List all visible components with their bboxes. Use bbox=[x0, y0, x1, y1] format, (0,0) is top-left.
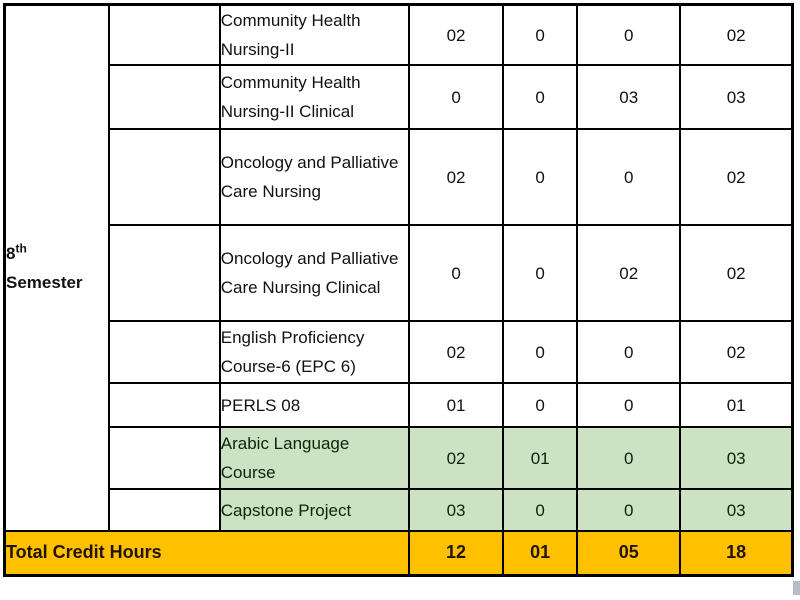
table-row: 8th Semester Community Health Nursing-II… bbox=[3, 3, 794, 532]
empty-cell bbox=[107, 320, 221, 384]
selection-handle-artifact bbox=[793, 581, 800, 595]
table-row: PERLS 08 01 0 0 01 bbox=[5, 382, 794, 428]
empty-cell bbox=[107, 488, 221, 532]
credit-cell: 03 bbox=[679, 426, 794, 490]
table-row-highlighted: Capstone Project 03 0 0 03 bbox=[5, 488, 794, 532]
credit-cell: 0 bbox=[576, 320, 682, 384]
course-name-cell: Oncology and Palliative Care Nursing Cli… bbox=[218, 224, 411, 322]
empty-cell bbox=[107, 382, 221, 428]
empty-cell bbox=[107, 128, 221, 226]
course-name-cell: Arabic Language Course bbox=[218, 426, 411, 490]
credit-cell: 0 bbox=[502, 128, 579, 226]
credit-cell: 0 bbox=[502, 224, 579, 322]
credit-cell: 02 bbox=[679, 3, 794, 66]
semester-word: Semester bbox=[6, 273, 83, 292]
credit-cell: 0 bbox=[502, 320, 579, 384]
course-name-cell: Community Health Nursing-II Clinical bbox=[218, 64, 411, 130]
course-name-cell: Capstone Project bbox=[218, 488, 411, 532]
credit-cell: 02 bbox=[576, 224, 682, 322]
credit-cell: 0 bbox=[502, 64, 579, 130]
course-name-cell: English Proficiency Course-6 (EPC 6) bbox=[218, 320, 411, 384]
empty-cell bbox=[107, 426, 221, 490]
credit-cell: 03 bbox=[407, 488, 505, 532]
credit-cell: 02 bbox=[679, 128, 794, 226]
course-name-cell: Community Health Nursing-II bbox=[218, 3, 411, 66]
total-credit-cell: 05 bbox=[576, 530, 682, 576]
credit-cell: 02 bbox=[679, 224, 794, 322]
empty-cell bbox=[107, 64, 221, 130]
credit-cell: 02 bbox=[407, 128, 505, 226]
total-label: Total Credit Hours bbox=[3, 530, 410, 576]
empty-cell bbox=[107, 224, 221, 322]
total-row: Total Credit Hours 12 01 05 18 bbox=[3, 530, 794, 576]
table-row: English Proficiency Course-6 (EPC 6) 02 … bbox=[5, 320, 794, 384]
total-credit-cell: 01 bbox=[502, 530, 579, 576]
credit-cell: 03 bbox=[679, 64, 794, 130]
table-row: Community Health Nursing-II Clinical 0 0… bbox=[5, 64, 794, 130]
semester-ordinal: th bbox=[15, 241, 27, 256]
table-row: Oncology and Palliative Care Nursing Cli… bbox=[5, 224, 794, 322]
credit-cell: 0 bbox=[502, 3, 579, 66]
credit-cell: 0 bbox=[576, 488, 682, 532]
semester-credit-table: 8th Semester Community Health Nursing-II… bbox=[3, 3, 794, 577]
credit-cell: 02 bbox=[407, 3, 505, 66]
total-credit-cell: 18 bbox=[679, 530, 794, 576]
credit-cell: 01 bbox=[679, 382, 794, 428]
credit-cell: 01 bbox=[407, 382, 505, 428]
credit-cell: 0 bbox=[576, 128, 682, 226]
semester-label-cell: 8th Semester bbox=[3, 3, 110, 532]
credit-cell: 03 bbox=[576, 64, 682, 130]
table-row: Oncology and Palliative Care Nursing 02 … bbox=[5, 128, 794, 226]
credit-cell: 0 bbox=[502, 488, 579, 532]
credit-cell: 02 bbox=[679, 320, 794, 384]
total-credit-cell: 12 bbox=[407, 530, 505, 576]
table-row-highlighted: Arabic Language Course 02 01 0 03 bbox=[5, 426, 794, 490]
course-name-cell: Oncology and Palliative Care Nursing bbox=[218, 128, 411, 226]
credit-cell: 0 bbox=[576, 382, 682, 428]
credit-cell: 0 bbox=[576, 3, 682, 66]
credit-cell: 02 bbox=[407, 320, 505, 384]
credit-cell: 0 bbox=[502, 382, 579, 428]
credit-cell: 0 bbox=[576, 426, 682, 490]
credit-cell: 0 bbox=[407, 64, 505, 130]
course-name-cell: PERLS 08 bbox=[218, 382, 411, 428]
credit-cell: 03 bbox=[679, 488, 794, 532]
credit-cell: 02 bbox=[407, 426, 505, 490]
credit-cell: 0 bbox=[407, 224, 505, 322]
empty-cell bbox=[107, 3, 221, 66]
semester-number: 8 bbox=[6, 244, 16, 263]
credit-cell: 01 bbox=[502, 426, 579, 490]
